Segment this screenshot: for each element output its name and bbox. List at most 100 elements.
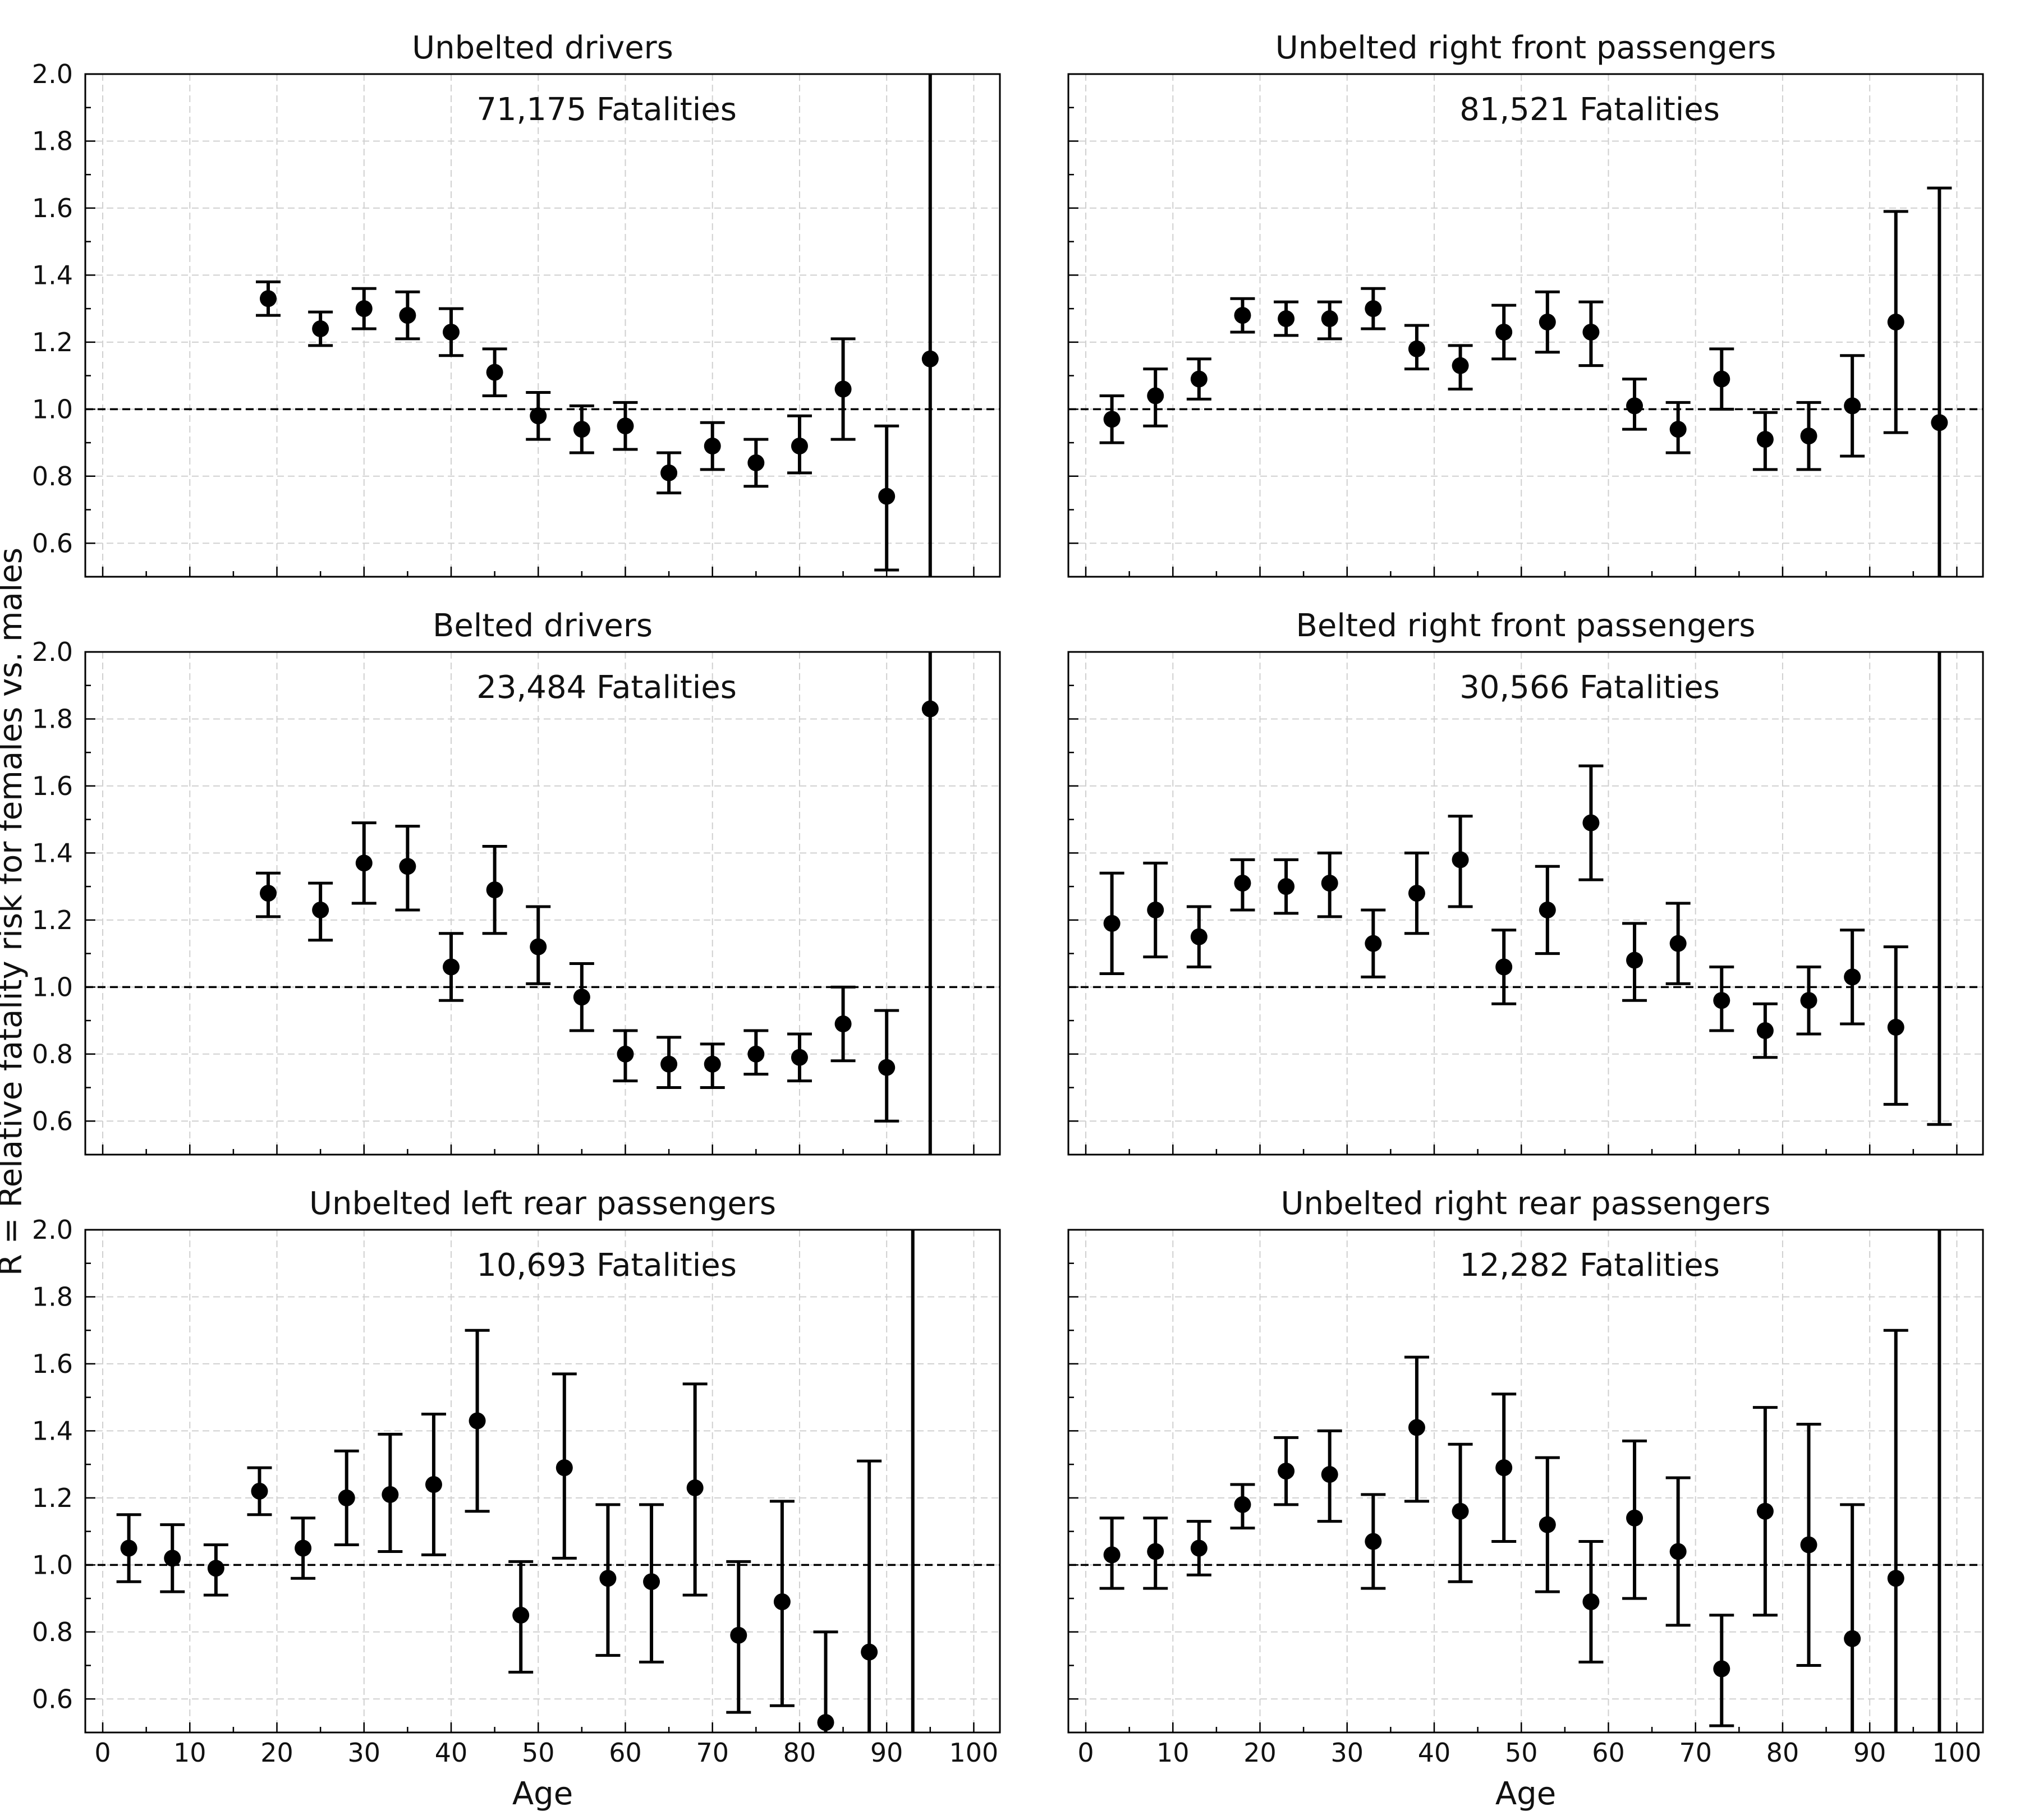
data-point [1365,300,1382,318]
data-point [1887,1570,1904,1587]
y-tick-label: 1.4 [32,260,73,290]
y-tick-label: 1.6 [32,1349,73,1379]
y-tick-label: 2.0 [32,59,73,89]
x-tick-label: 100 [1932,1738,1982,1768]
data-point [1582,1593,1600,1611]
grid [1068,74,1983,577]
data-point [312,901,329,918]
data-point [251,1482,268,1500]
y-tick-label: 1.4 [32,1415,73,1446]
data-point [1713,992,1730,1009]
data-point [834,1015,852,1033]
data-point [878,1059,896,1076]
y-tick-label: 1.4 [32,838,73,868]
panel-3: 0.6 0.8 1.0 1.2 1.4 1.6 1.8 2.0 Belted drivers 23… [32,608,1001,1156]
x-tick-label: 40 [1418,1738,1451,1768]
data-point [1844,397,1861,415]
panel-title: Unbelted right rear passengers [1281,1185,1771,1222]
data-point [1756,1022,1774,1039]
data-point [1103,1546,1121,1564]
fatalities-annotation: 71,175 Fatalities [476,91,737,128]
data-point [1103,411,1121,428]
grid [1068,652,1983,1155]
data-point [1452,357,1469,374]
data-point [486,881,503,899]
y-tick-label: 0.8 [32,1039,73,1069]
data-point [1278,878,1295,895]
data-point [1321,310,1338,328]
data-point [1147,901,1164,918]
data-point [1495,958,1513,976]
y-tick-label: 1.8 [32,126,73,156]
panel-title: Unbelted left rear passengers [309,1185,776,1222]
data-point [1234,1496,1251,1513]
data-point [1887,314,1904,331]
fatalities-annotation: 30,566 Fatalities [1459,669,1720,706]
data-point [1756,431,1774,448]
data-point [1408,885,1425,902]
y-tick-label: 0.8 [32,461,73,491]
data-point [660,1055,678,1073]
y-tick-label: 1.2 [32,327,73,357]
data-point [469,1412,486,1430]
data-point [1365,935,1382,952]
panel-title: Unbelted drivers [412,30,673,66]
y-tick-label: 0.6 [32,1684,73,1714]
data-point [834,380,852,398]
data-point [686,1479,704,1496]
data-point [878,488,896,505]
x-tick-label: 40 [435,1738,468,1768]
data-point [660,464,678,481]
data-point [1495,1459,1513,1477]
data-point [260,290,277,307]
fatalities-annotation: 12,282 Fatalities [1459,1247,1720,1284]
x-tick-label: 90 [1853,1738,1886,1768]
data-point [861,1643,878,1661]
data-point [617,1045,634,1063]
panel-frame [1067,73,1984,578]
y-tick-label: 1.0 [32,1550,73,1580]
data-point [1234,875,1251,892]
data-point [260,885,277,902]
fatalities-annotation: 23,484 Fatalities [476,669,737,706]
data-point [486,364,503,381]
data-point [1800,992,1817,1009]
data-point [1452,1502,1469,1520]
data-point [704,1055,721,1073]
x-tick-label: 0 [94,1738,111,1768]
panel-6: 0 10 20 30 40 50 60 70 80 90 100 Unbelted right rea… [1067,1185,1984,1812]
fatalities-annotation: 10,693 Fatalities [476,1247,737,1284]
data-point [1626,397,1643,415]
x-tick-label: 70 [696,1738,729,1768]
x-tick-label: 50 [522,1738,555,1768]
panel-2: Unbelted right front passengers 81,521 Fa… [1067,30,1984,578]
data-point [1321,1466,1338,1483]
data-point [1756,1502,1774,1520]
data-point [1582,323,1600,341]
x-tick-label: 90 [870,1738,903,1768]
data-point [530,407,547,425]
panel-1: 0.6 0.8 1.0 1.2 1.4 1.6 1.8 2.0 Unbelted drivers… [32,30,1001,578]
panel-frame [1067,651,1984,1156]
data-point [730,1626,747,1644]
data-point [1539,314,1556,331]
x-tick-label: 30 [1330,1738,1364,1768]
y-tick-label: 2.0 [32,1215,73,1245]
data-point [1669,935,1687,952]
data-point [1278,1463,1295,1480]
figure-ylabel: R = Relative fatality risk for females v… [0,548,29,1276]
panel-4: Belted right front passengers 30,566 Fata… [1067,608,1984,1156]
data-point [1844,968,1861,986]
x-tick-label: 80 [1766,1738,1799,1768]
data-point [1278,310,1295,328]
data-point [399,858,416,875]
data-point [1495,323,1513,341]
panel-frame [1067,1229,1984,1734]
x-tick-label: 10 [1156,1738,1190,1768]
y-tick-label: 1.2 [32,1483,73,1513]
data-point [1931,1205,1948,1221]
data-point [573,989,590,1006]
data-point [817,1714,834,1731]
x-tick-label: 20 [1243,1738,1277,1768]
